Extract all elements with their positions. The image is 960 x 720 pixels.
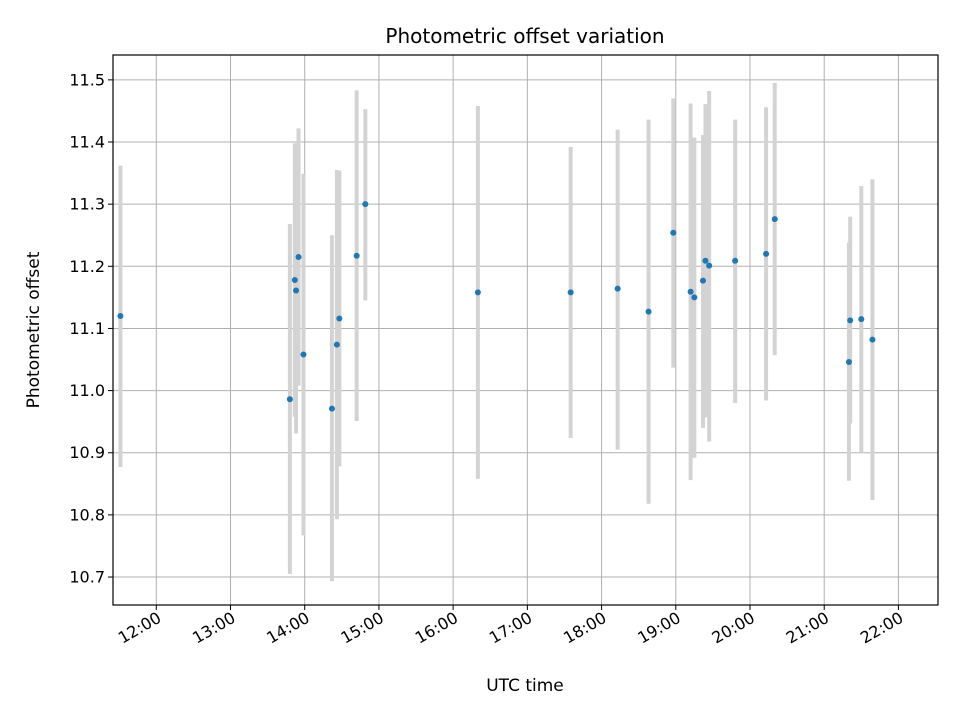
data-point <box>295 253 302 260</box>
y-tick-label: 10.8 <box>69 505 105 524</box>
data-point <box>328 405 335 412</box>
data-point <box>353 252 360 259</box>
data-point <box>567 289 574 296</box>
data-point <box>732 257 739 264</box>
data-point <box>286 396 293 403</box>
data-point <box>645 308 652 315</box>
plot-frame <box>112 54 939 606</box>
y-tick-label: 11.0 <box>69 381 105 400</box>
y-tick-label: 10.9 <box>69 443 105 462</box>
y-tick-label: 11.5 <box>69 70 105 89</box>
grid <box>113 55 938 605</box>
y-axis: 10.7 10.8 10.9 11.0 11.1 11.2 11.3 11.4 11.5 <box>69 70 113 587</box>
data-point <box>845 359 852 366</box>
data-points <box>117 201 876 412</box>
y-tick-label: 11.4 <box>69 133 105 152</box>
data-point <box>771 216 778 223</box>
data-point <box>687 288 694 295</box>
data-point <box>858 316 865 323</box>
data-point <box>691 294 698 301</box>
data-point <box>336 315 343 322</box>
data-point <box>763 250 770 257</box>
data-point <box>474 289 481 296</box>
data-point <box>291 276 298 283</box>
y-tick-label: 11.1 <box>69 319 105 338</box>
data-point <box>293 287 300 294</box>
x-axis-title: UTC time <box>486 676 564 696</box>
y-tick-label: 11.2 <box>69 257 105 276</box>
chart-title: Photometric offset variation <box>385 24 664 48</box>
data-point <box>699 277 706 284</box>
data-point <box>706 262 713 269</box>
data-point <box>362 201 369 208</box>
y-tick-label: 11.3 <box>69 195 105 214</box>
data-point <box>847 317 854 324</box>
y-axis-title: Photometric offset <box>24 251 44 408</box>
data-point <box>670 229 677 236</box>
data-point <box>702 257 709 264</box>
data-point <box>333 341 340 348</box>
y-tick-label: 10.7 <box>69 568 105 587</box>
data-point <box>300 351 307 358</box>
data-point <box>869 336 876 343</box>
data-point <box>117 313 124 320</box>
data-point <box>614 285 621 292</box>
